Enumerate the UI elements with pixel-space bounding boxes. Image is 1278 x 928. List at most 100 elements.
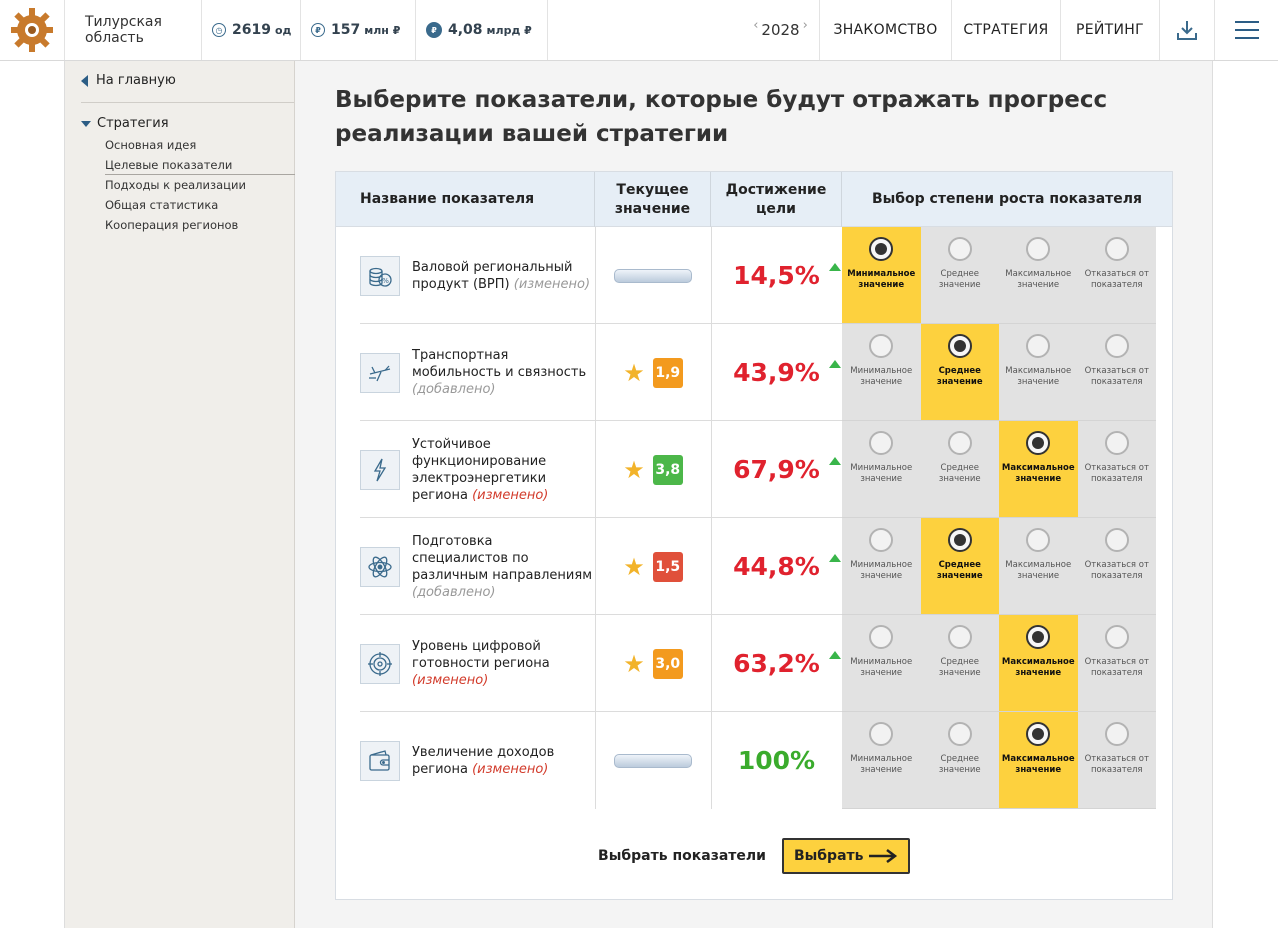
year-value: 2028 bbox=[761, 21, 800, 39]
sidebar-item-cooperation[interactable]: Кооперация регионов bbox=[105, 218, 239, 232]
radio-button[interactable] bbox=[869, 528, 894, 552]
sidebar: На главную Стратегия Основная идея Целев… bbox=[64, 61, 295, 928]
download-button[interactable] bbox=[1160, 0, 1215, 60]
option-label: Отказаться от показателя bbox=[1084, 463, 1149, 484]
sidebar-item-approaches[interactable]: Подходы к реализации bbox=[105, 178, 246, 192]
chevron-right-icon[interactable]: › bbox=[802, 17, 808, 33]
radio-button[interactable] bbox=[947, 334, 972, 358]
radio-button[interactable] bbox=[947, 722, 972, 746]
radio-button[interactable] bbox=[869, 431, 894, 455]
current-value-badge: 3,0 bbox=[652, 648, 683, 679]
indicator-name: Транспортная мобильность и связность (до… bbox=[412, 348, 587, 397]
svg-text:%: % bbox=[382, 277, 389, 285]
hamburger-menu-icon bbox=[1234, 21, 1259, 39]
option-label: Отказаться от показателя bbox=[1084, 269, 1149, 290]
radio-button[interactable] bbox=[1104, 334, 1129, 358]
option-max[interactable]: Максимальное значение bbox=[999, 615, 1078, 712]
option-label: Отказаться от показателя bbox=[1084, 366, 1149, 387]
indicator-name: Уровень цифровой готовности региона (изм… bbox=[412, 639, 550, 688]
option-label: Среднее значение bbox=[938, 657, 981, 678]
indicators-table: Название показателя Текущее значение Дос… bbox=[335, 171, 1173, 900]
option-decline[interactable]: Отказаться от показателя bbox=[1077, 712, 1156, 809]
current-value-badge: 1,5 bbox=[652, 551, 683, 582]
option-min[interactable]: Минимальное значение bbox=[842, 421, 921, 518]
option-label: Минимальное значение bbox=[850, 560, 913, 581]
option-label: Максимальное значение bbox=[1001, 754, 1075, 775]
radio-button[interactable] bbox=[947, 431, 972, 455]
chevron-left-icon[interactable]: ‹ bbox=[753, 17, 759, 33]
radio-button[interactable] bbox=[947, 528, 972, 552]
column-header-growth: Выбор степени роста показателя bbox=[871, 191, 1143, 207]
option-min[interactable]: Минимальное значение bbox=[842, 615, 921, 712]
option-decline[interactable]: Отказаться от показателя bbox=[1077, 227, 1156, 324]
radio-button[interactable] bbox=[1104, 528, 1129, 552]
radio-button[interactable] bbox=[869, 625, 894, 649]
option-avg[interactable]: Среднее значение bbox=[920, 712, 999, 809]
stat-budget: ₽ 157 млн ₽ bbox=[301, 0, 416, 60]
option-decline[interactable]: Отказаться от показателя bbox=[1077, 615, 1156, 712]
option-max[interactable]: Максимальное значение bbox=[999, 712, 1078, 809]
current-value-hidden bbox=[614, 753, 692, 768]
option-avg[interactable]: Среднее значение bbox=[920, 615, 999, 712]
option-decline[interactable]: Отказаться от показателя bbox=[1077, 421, 1156, 518]
sidebar-item-statistics[interactable]: Общая статистика bbox=[105, 198, 219, 212]
radio-button[interactable] bbox=[1026, 431, 1051, 455]
radio-button[interactable] bbox=[869, 237, 894, 261]
option-label: Минимальное значение bbox=[850, 463, 913, 484]
indicator-name: Подготовка специалистов по различным нап… bbox=[412, 533, 593, 600]
option-min[interactable]: Минимальное значение bbox=[842, 518, 921, 615]
table-row: Увеличение доходов региона (изменено) 100… bbox=[336, 712, 1172, 809]
menu-button[interactable] bbox=[1215, 0, 1278, 60]
option-label: Среднее значение bbox=[938, 754, 981, 775]
star-icon: ★ bbox=[623, 358, 645, 387]
radio-button[interactable] bbox=[1026, 625, 1051, 649]
radio-button[interactable] bbox=[1104, 237, 1129, 261]
goal-achievement: 44,8% bbox=[733, 552, 820, 581]
star-icon: ★ bbox=[623, 455, 645, 484]
option-max[interactable]: Максимальное значение bbox=[999, 324, 1078, 421]
select-button[interactable]: Выбрать bbox=[781, 837, 910, 874]
radio-button[interactable] bbox=[1104, 431, 1129, 455]
nav-intro[interactable]: ЗНАКОМСТВО bbox=[820, 0, 952, 60]
radio-button[interactable] bbox=[869, 722, 894, 746]
radio-button[interactable] bbox=[1104, 722, 1129, 746]
option-min[interactable]: Минимальное значение bbox=[842, 227, 921, 324]
ruble-icon: ₽ bbox=[311, 23, 325, 37]
current-value-badge: 1,9 bbox=[652, 357, 683, 388]
option-avg[interactable]: Среднее значение bbox=[920, 227, 999, 324]
option-label: Минимальное значение bbox=[850, 366, 913, 387]
option-min[interactable]: Минимальное значение bbox=[842, 712, 921, 809]
radio-button[interactable] bbox=[1026, 334, 1051, 358]
radio-button[interactable] bbox=[1104, 625, 1129, 649]
option-decline[interactable]: Отказаться от показателя bbox=[1077, 518, 1156, 615]
option-avg[interactable]: Среднее значение bbox=[920, 324, 999, 421]
coins-icon: % bbox=[360, 256, 400, 296]
year-switcher[interactable]: ‹ 2028 › bbox=[742, 0, 820, 60]
home-link[interactable]: На главную bbox=[81, 73, 176, 88]
option-decline[interactable]: Отказаться от показателя bbox=[1077, 324, 1156, 421]
nav-rating[interactable]: РЕЙТИНГ bbox=[1061, 0, 1160, 60]
option-min[interactable]: Минимальное значение bbox=[842, 324, 921, 421]
sidebar-section-strategy[interactable]: Стратегия bbox=[81, 116, 169, 131]
radio-button[interactable] bbox=[947, 625, 972, 649]
radio-button[interactable] bbox=[1026, 237, 1051, 261]
footer-label: Выбрать показатели bbox=[598, 847, 766, 864]
option-max[interactable]: Максимальное значение bbox=[999, 421, 1078, 518]
option-max[interactable]: Максимальное значение bbox=[999, 518, 1078, 615]
radio-button[interactable] bbox=[1026, 528, 1051, 552]
logo[interactable] bbox=[0, 0, 65, 60]
option-avg[interactable]: Среднее значение bbox=[920, 421, 999, 518]
current-value: ★ 3,0 bbox=[595, 615, 711, 712]
option-avg[interactable]: Среднее значение bbox=[920, 518, 999, 615]
sidebar-item-main-idea[interactable]: Основная идея bbox=[105, 138, 197, 152]
sidebar-item-target-indicators[interactable]: Целевые показатели bbox=[105, 155, 295, 175]
ruble-filled-icon: ₽ bbox=[426, 22, 442, 38]
indicator-note: (изменено) bbox=[513, 276, 591, 292]
option-max[interactable]: Максимальное значение bbox=[999, 227, 1078, 324]
radio-button[interactable] bbox=[1026, 722, 1051, 746]
radio-button[interactable] bbox=[869, 334, 894, 358]
indicator-name: Устойчивое функционирование электроэнерг… bbox=[412, 436, 549, 503]
radio-button[interactable] bbox=[947, 237, 972, 261]
nav-strategy[interactable]: СТРАТЕГИЯ bbox=[952, 0, 1061, 60]
goal-achievement: 14,5% bbox=[733, 261, 820, 290]
